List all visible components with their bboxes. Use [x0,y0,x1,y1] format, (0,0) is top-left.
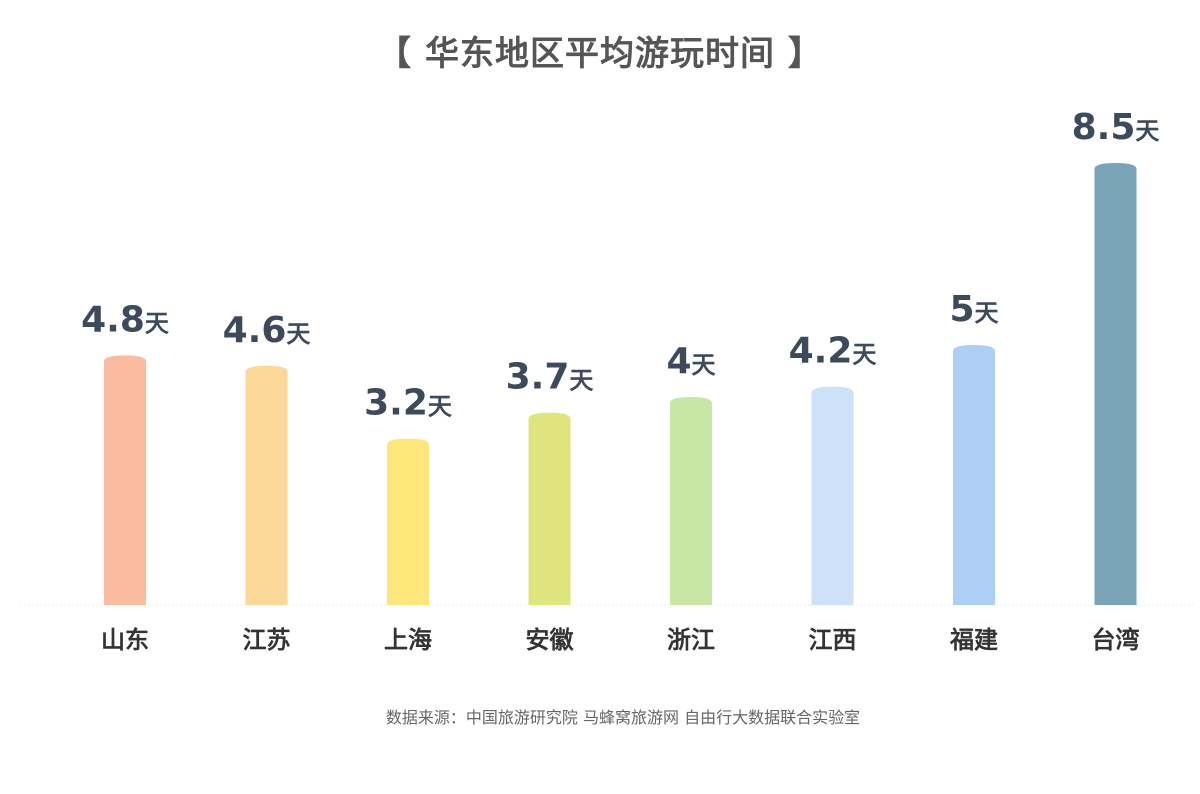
category-label-4: 安徽 [526,626,575,654]
category-label-6: 江西 [809,626,857,654]
category-labels-group: 山东 江苏 上海 安徽 浙江 江西 福建 台湾 [101,626,1140,654]
bar-4 [528,412,571,605]
chart-title: 【 华东地区平均游玩时间 】 [377,34,823,74]
source-note: 数据来源：中国旅游研究院 马蜂窝旅游网 自由行大数据联合实验室 [385,708,861,727]
bars-group [104,163,1137,605]
bar-8 [1094,163,1137,605]
bar-2 [245,365,288,605]
value-label-4: 3.7天 [506,357,594,398]
bar-1 [104,355,146,605]
bar-3 [387,438,429,605]
value-label-8: 8.5天 [1072,107,1160,148]
category-label-7: 福建 [949,626,998,654]
category-label-5: 浙江 [667,626,715,654]
category-label-8: 台湾 [1092,626,1140,654]
bar-7 [953,345,995,605]
category-label-2: 江苏 [243,626,291,654]
value-label-5: 4天 [666,341,715,382]
value-label-3: 3.2天 [364,383,452,424]
value-label-2: 4.6天 [223,310,311,351]
value-labels-group: 4.8天 4.6天 3.2天 3.7天 4天 4.2天 5天 8.5天 [81,107,1159,424]
category-label-3: 上海 [384,626,432,654]
category-label-1: 山东 [101,626,149,654]
value-label-1: 4.8天 [81,299,169,340]
bar-5 [670,397,712,605]
bar-6 [811,386,854,605]
value-label-6: 4.2天 [789,331,877,372]
value-label-7: 5天 [949,289,998,330]
